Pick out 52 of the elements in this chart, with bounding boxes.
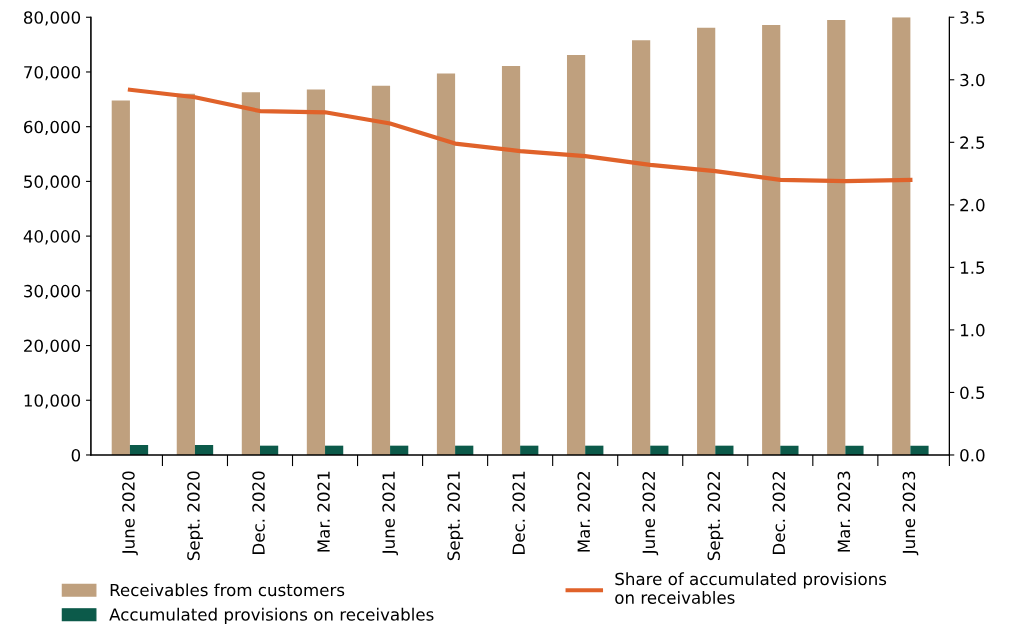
y2-tick-label: 2.5 xyxy=(960,136,985,149)
bar xyxy=(371,85,391,455)
y-tick-label: 20,000 xyxy=(24,339,81,354)
x-tick-label: Mar. 2022 xyxy=(577,471,591,552)
bar xyxy=(845,445,864,455)
bar xyxy=(501,65,521,455)
legend-label: Receivables from customers xyxy=(110,583,345,597)
bar xyxy=(632,40,651,455)
y-tick-label: 80,000 xyxy=(23,11,81,26)
y-tick-label: 70,000 xyxy=(24,65,81,81)
bar xyxy=(910,445,929,455)
y2-tick-label: 1.0 xyxy=(960,323,985,337)
x-tick-label: Mar. 2021 xyxy=(317,471,330,552)
legend-label: Share of accumulated provisions on receivables xyxy=(615,572,887,604)
y-tick-label: 10,000 xyxy=(24,394,81,409)
y2-tick-label: 1.5 xyxy=(960,261,985,274)
y-tick-label: 50,000 xyxy=(24,175,81,190)
y2-tick-label: 2.0 xyxy=(960,198,985,212)
y2-tick-label: 0.5 xyxy=(960,386,985,400)
bar xyxy=(697,27,716,455)
x-tick-label: Sept. 2020 xyxy=(187,471,204,561)
y-tick-label: 40,000 xyxy=(23,230,81,245)
bar xyxy=(306,89,326,455)
x-tick-label: June 2023 xyxy=(902,471,919,556)
bar xyxy=(436,73,456,455)
bar xyxy=(780,445,799,455)
y-tick-label: 0 xyxy=(71,448,81,462)
x-tick-label: Sept. 2022 xyxy=(707,471,724,561)
bar xyxy=(194,445,214,455)
x-tick-label: June 2021 xyxy=(382,471,399,556)
y2-tick-label: 3.5 xyxy=(960,11,985,24)
x-tick-label: June 2022 xyxy=(642,471,659,556)
x-tick-label: Sept. 2021 xyxy=(447,471,464,561)
bar xyxy=(762,24,781,455)
line-series xyxy=(127,87,913,184)
bar xyxy=(827,19,846,455)
bar xyxy=(892,17,911,455)
legend-label: Accumulated provisions on receivables xyxy=(109,607,434,624)
bar xyxy=(176,93,195,455)
x-tick-label: Dec. 2021 xyxy=(512,471,525,554)
x-tick-label: Mar. 2023 xyxy=(837,471,851,552)
y-tick-label: 60,000 xyxy=(24,120,81,135)
bar xyxy=(241,92,260,455)
x-tick-label: Dec. 2020 xyxy=(252,471,265,554)
x-tick-label: Dec. 2022 xyxy=(772,471,786,554)
bar xyxy=(566,55,586,455)
x-tick-label: June 2020 xyxy=(122,471,138,556)
bar xyxy=(129,445,149,455)
y2-tick-label: 3.0 xyxy=(960,73,985,87)
bar xyxy=(111,100,130,455)
y2-tick-label: 0.0 xyxy=(960,448,985,462)
y-tick-label: 30,000 xyxy=(24,284,81,300)
